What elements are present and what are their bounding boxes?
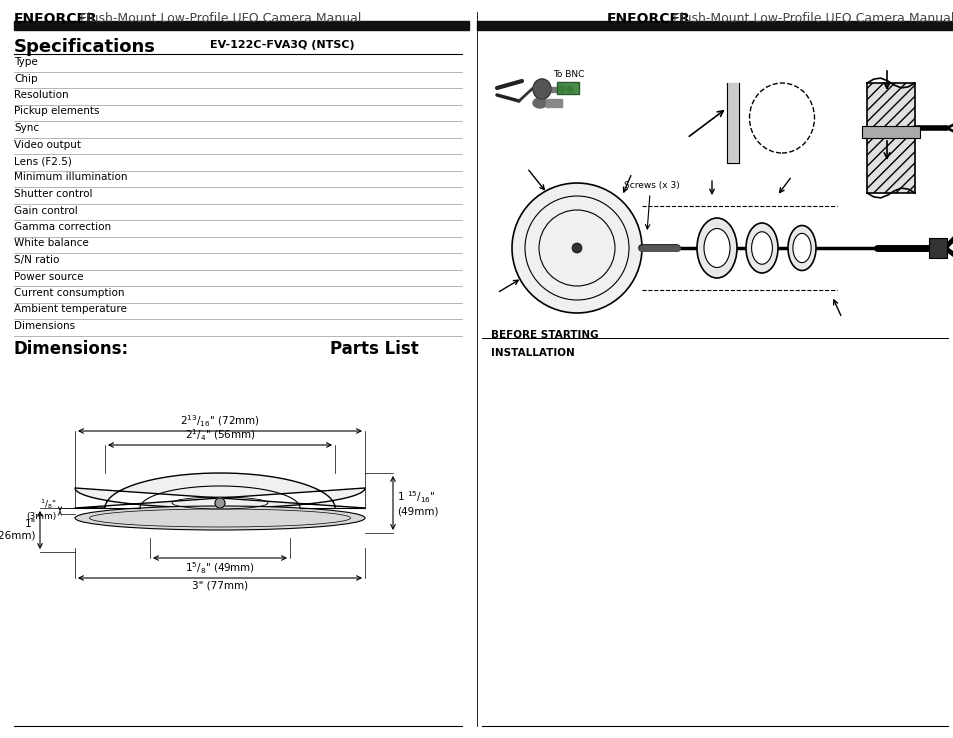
Ellipse shape	[787, 226, 815, 271]
Ellipse shape	[533, 98, 546, 108]
Text: Current consumption: Current consumption	[14, 288, 125, 298]
Bar	[550, 87, 561, 92]
Text: To BNC: To BNC	[553, 70, 584, 79]
Text: Lens (F2.5): Lens (F2.5)	[14, 156, 71, 166]
Ellipse shape	[745, 223, 778, 273]
Text: 2$^{13}$/$_{16}$" (72mm): 2$^{13}$/$_{16}$" (72mm)	[180, 413, 259, 429]
Text: Shutter control: Shutter control	[14, 189, 92, 199]
Text: INSTALLATION: INSTALLATION	[491, 348, 574, 358]
Ellipse shape	[751, 232, 772, 264]
Ellipse shape	[533, 79, 551, 99]
Text: Flush-Mount Low-Profile UFO Camera Manual: Flush-Mount Low-Profile UFO Camera Manua…	[668, 12, 953, 25]
Text: Dimensions:: Dimensions:	[14, 340, 129, 358]
Bar	[862, 126, 919, 138]
Bar	[866, 83, 914, 193]
Text: Ambient temperature: Ambient temperature	[14, 305, 127, 314]
Text: Minimum illumination: Minimum illumination	[14, 173, 128, 182]
Polygon shape	[75, 473, 365, 508]
Circle shape	[566, 86, 573, 92]
Circle shape	[572, 243, 581, 253]
Bar	[14, 21, 469, 30]
Text: ENFORCER: ENFORCER	[14, 12, 97, 26]
Text: Chip: Chip	[14, 74, 37, 83]
Ellipse shape	[75, 506, 365, 530]
Text: ENFORCER: ENFORCER	[606, 12, 690, 26]
Text: Screws (x 3): Screws (x 3)	[623, 181, 679, 190]
Circle shape	[214, 498, 225, 508]
Text: 1 $^{15}$/$_{16}$"
(49mm): 1 $^{15}$/$_{16}$" (49mm)	[396, 489, 438, 517]
Text: Flush-Mount Low-Profile UFO Camera Manual: Flush-Mount Low-Profile UFO Camera Manua…	[76, 12, 361, 25]
FancyBboxPatch shape	[557, 82, 578, 94]
Text: Dimensions: Dimensions	[14, 321, 75, 331]
Bar	[545, 99, 561, 107]
Ellipse shape	[703, 229, 729, 267]
Text: Power source: Power source	[14, 272, 84, 281]
Text: 2$^{1}$/$_{4}$" (56mm): 2$^{1}$/$_{4}$" (56mm)	[185, 427, 255, 443]
Text: 1"
(26mm): 1" (26mm)	[0, 520, 36, 541]
Circle shape	[512, 183, 641, 313]
Text: S/N ratio: S/N ratio	[14, 255, 59, 265]
Ellipse shape	[697, 218, 737, 278]
Text: Parts List: Parts List	[330, 340, 418, 358]
Bar	[928, 238, 946, 258]
Bar	[476, 21, 953, 30]
Text: Resolution: Resolution	[14, 90, 69, 100]
Text: Gain control: Gain control	[14, 205, 77, 215]
Text: Sync: Sync	[14, 123, 39, 133]
Text: BEFORE STARTING: BEFORE STARTING	[491, 330, 598, 340]
Text: $^{1}$/$_{8}$"
(3mm): $^{1}$/$_{8}$" (3mm)	[27, 497, 57, 521]
Circle shape	[558, 86, 564, 92]
Text: Gamma correction: Gamma correction	[14, 222, 111, 232]
Text: Pickup elements: Pickup elements	[14, 106, 99, 117]
Text: Specifications: Specifications	[14, 38, 155, 56]
Text: White balance: White balance	[14, 238, 89, 249]
Text: EV-122C-FVA3Q (NTSC): EV-122C-FVA3Q (NTSC)	[210, 40, 355, 50]
Polygon shape	[726, 83, 739, 163]
Text: 3" (77mm): 3" (77mm)	[192, 581, 248, 591]
Text: 1$^{5}$/$_{8}$" (49mm): 1$^{5}$/$_{8}$" (49mm)	[185, 561, 254, 576]
Ellipse shape	[792, 233, 810, 263]
Text: Video output: Video output	[14, 139, 81, 150]
Text: Type: Type	[14, 57, 38, 67]
